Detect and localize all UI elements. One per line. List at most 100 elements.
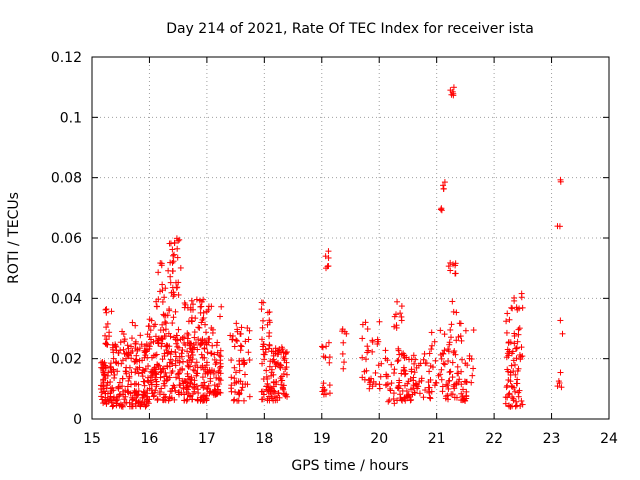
data-point: [214, 349, 221, 356]
data-point: [186, 357, 193, 364]
data-point: [339, 350, 346, 357]
data-point: [159, 281, 166, 288]
data-point: [359, 354, 366, 361]
data-point: [282, 366, 289, 373]
data-point: [258, 306, 265, 313]
data-point: [234, 397, 241, 404]
data-point: [175, 326, 182, 333]
data-point: [518, 344, 525, 351]
data-point: [192, 362, 199, 369]
data-point: [174, 343, 181, 350]
data-point: [106, 333, 113, 340]
data-point: [146, 345, 153, 352]
data-point: [168, 388, 175, 395]
data-point: [170, 314, 177, 321]
data-point: [503, 384, 510, 391]
data-point: [516, 305, 523, 312]
data-point: [440, 182, 447, 189]
data-point: [393, 324, 400, 331]
data-point: [340, 339, 347, 346]
data-point: [274, 360, 281, 367]
data-point: [98, 382, 105, 389]
data-point: [557, 178, 564, 185]
data-point: [459, 393, 466, 400]
data-point: [139, 373, 146, 380]
data-point: [174, 245, 181, 252]
data-point: [151, 365, 158, 372]
data-point: [410, 352, 417, 359]
data-point: [266, 309, 273, 316]
data-point: [505, 402, 512, 409]
data-point: [438, 366, 445, 373]
data-point: [270, 348, 277, 355]
data-point: [203, 397, 210, 404]
data-point: [123, 355, 130, 362]
data-point: [172, 336, 179, 343]
data-point: [445, 385, 452, 392]
data-point: [320, 391, 327, 398]
data-point: [429, 364, 436, 371]
data-point: [558, 384, 565, 391]
data-point: [134, 347, 141, 354]
data-point: [150, 393, 157, 400]
data-point: [420, 394, 427, 401]
data-point: [453, 381, 460, 388]
data-point: [456, 376, 463, 383]
data-point: [171, 240, 178, 247]
data-point: [518, 290, 525, 297]
data-point: [110, 355, 117, 362]
data-point: [147, 339, 154, 346]
data-point: [402, 397, 409, 404]
data-point: [173, 284, 180, 291]
data-point: [150, 338, 157, 345]
data-point: [267, 358, 274, 365]
data-point: [446, 369, 453, 376]
data-point: [149, 390, 156, 397]
data-point: [111, 374, 118, 381]
data-point: [109, 403, 116, 410]
data-point: [280, 370, 287, 377]
chart-title: Day 214 of 2021, Rate Of TEC Index for r…: [166, 21, 534, 37]
data-point: [264, 397, 271, 404]
data-point: [143, 348, 150, 355]
data-point: [190, 366, 197, 373]
data-point: [319, 344, 326, 351]
data-point: [203, 329, 210, 336]
data-point: [428, 329, 435, 336]
data-point: [133, 380, 140, 387]
data-point: [157, 327, 164, 334]
data-point: [443, 393, 450, 400]
data-point: [515, 326, 522, 333]
data-point: [217, 389, 224, 396]
data-point: [102, 340, 109, 347]
data-point: [140, 388, 147, 395]
data-point: [460, 386, 467, 393]
data-point: [159, 298, 166, 305]
data-point: [112, 397, 119, 404]
data-point: [99, 389, 106, 396]
data-point: [176, 382, 183, 389]
data-point: [150, 352, 157, 359]
data-point: [204, 368, 211, 375]
data-point: [246, 393, 253, 400]
data-point: [445, 358, 452, 365]
data-point: [105, 369, 112, 376]
data-point: [166, 343, 173, 350]
data-point: [516, 325, 523, 332]
data-point: [260, 299, 267, 306]
data-point: [397, 391, 404, 398]
data-point: [171, 251, 178, 258]
data-point: [131, 358, 138, 365]
data-point: [154, 395, 161, 402]
data-point: [142, 348, 149, 355]
data-point: [239, 384, 246, 391]
data-point: [385, 398, 392, 405]
data-point: [167, 356, 174, 363]
data-point: [428, 388, 435, 395]
data-point: [117, 339, 124, 346]
data-point: [188, 340, 195, 347]
data-point: [275, 389, 282, 396]
data-point: [444, 346, 451, 353]
data-point: [398, 396, 405, 403]
data-point: [189, 346, 196, 353]
